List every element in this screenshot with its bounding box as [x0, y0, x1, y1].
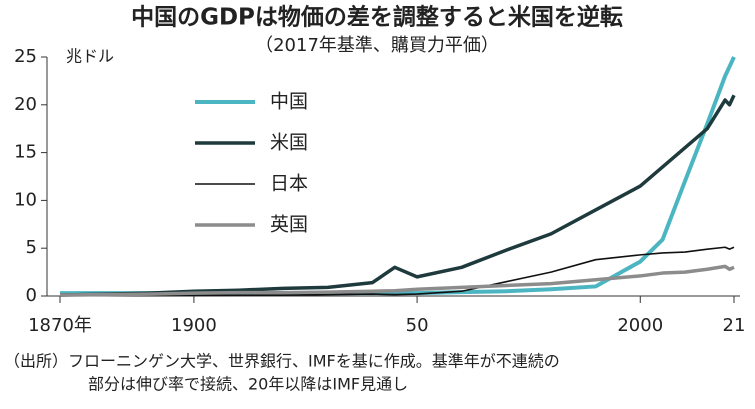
x-tick-label: 1900: [171, 315, 217, 336]
y-tick-label: 0: [26, 285, 37, 306]
x-tick-label: 2000: [617, 315, 663, 336]
series-line: [59, 264, 735, 297]
y-tick-label: 10: [14, 189, 37, 210]
legend-label: 中国: [270, 91, 308, 113]
legend-label: 英国: [270, 214, 308, 236]
y-tick-label: 20: [14, 94, 37, 115]
legend-label: 日本: [270, 173, 308, 195]
chart-subtitle: （2017年基準、購買力平価）: [255, 35, 499, 56]
y-tick-label: 5: [26, 237, 37, 258]
series-line: [60, 56, 736, 296]
legend-label: 米国: [270, 132, 308, 154]
chart-title: 中国のGDPは物価の差を調整すると米国を逆転: [131, 4, 623, 31]
series-line: [59, 94, 736, 297]
y-tick-label: 25: [14, 46, 37, 67]
source-note: 部分は伸び率で接続、20年以降はIMF見通し: [88, 375, 408, 394]
x-tick-label: 50: [406, 315, 429, 336]
y-axis-label: 兆ドル: [66, 47, 114, 66]
source-note: （出所）フローニンゲン大学、世界銀行、IMFを基に作成。基準年が不連続の: [4, 352, 560, 371]
series-line: [59, 246, 735, 297]
x-tick-label: 1870年: [28, 315, 92, 336]
x-tick-label: 21: [723, 315, 746, 336]
y-tick-label: 15: [14, 142, 37, 163]
